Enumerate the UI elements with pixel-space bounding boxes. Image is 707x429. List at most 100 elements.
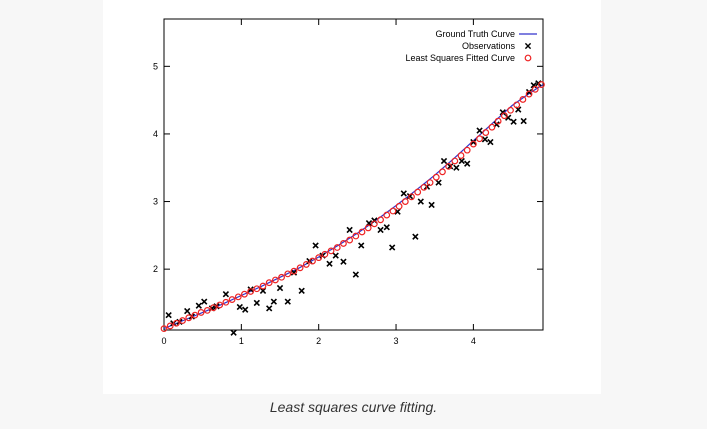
fitted-curve-point (321, 250, 329, 258)
observation-point (505, 114, 512, 121)
plot-area-frame (163, 18, 544, 331)
legend-label: Observations (462, 41, 516, 51)
fitted-curve-point (271, 276, 279, 284)
fitted-curve-point (432, 173, 440, 181)
fitted-curve-point (278, 273, 285, 281)
observation-point (270, 298, 277, 305)
fitted-curve-point (494, 117, 502, 125)
fitted-curve-point (426, 179, 434, 187)
fitted-curve-point (364, 224, 372, 232)
observation-point (222, 291, 230, 298)
observation-point (470, 138, 477, 146)
fitted-curve-point (259, 282, 267, 290)
observation-point (525, 88, 533, 96)
observation-point (487, 138, 494, 146)
observation-point (259, 287, 267, 294)
observation-point (389, 244, 396, 251)
observation-point (195, 302, 202, 309)
fitted-curve-point (457, 152, 465, 159)
fitted-curve-point (228, 296, 236, 303)
fitted-curve-point (377, 216, 384, 224)
fitted-curve-point (488, 123, 496, 131)
series-0 (163, 84, 544, 330)
fitted-curve-point (203, 306, 211, 314)
observation-point (447, 163, 454, 170)
legend-label: Least Squares Fitted Curve (405, 53, 515, 63)
observation-point (510, 118, 517, 125)
fitted-curve-point (370, 220, 378, 228)
fitted-curve-point (531, 85, 539, 93)
observation-point (440, 157, 448, 165)
fitted-curve-point (172, 319, 180, 327)
fitted-curve-point (389, 207, 397, 215)
x-tick-label: 3 (394, 336, 399, 346)
fitted-curve-point (160, 325, 168, 333)
y-tick-label: 2 (153, 264, 158, 274)
observation-point (236, 303, 243, 311)
observation-point (242, 306, 249, 313)
y-tick-label: 5 (153, 61, 158, 71)
x-tick-label: 4 (471, 336, 476, 346)
fitted-curve-point (401, 198, 409, 205)
observation-point (340, 258, 347, 265)
fitted-curve-point (315, 254, 323, 262)
fitted-curve-point (191, 311, 199, 319)
observation-point (312, 242, 319, 249)
fitted-curve-point (500, 112, 508, 120)
y-tick-label: 3 (153, 197, 158, 207)
fitted-curve-point (538, 81, 545, 88)
observation-point (453, 164, 460, 171)
fitted-curve-point (346, 236, 354, 244)
observation-point (298, 287, 305, 294)
legend: Ground Truth Curve Observations Least Squa… (405, 29, 537, 63)
observation-point (230, 329, 237, 336)
fitted-curve-point (439, 168, 446, 176)
x-tick-label: 0 (161, 336, 166, 346)
fitted-curve-point (241, 290, 248, 298)
observation-point (284, 298, 291, 305)
observation-point (383, 224, 390, 231)
fitted-curve-point (525, 90, 533, 98)
fitted-curve-point (185, 314, 193, 322)
fitted-curve-point (290, 267, 298, 275)
fitted-curve-point (358, 228, 366, 236)
observation-point (352, 271, 359, 278)
fitted-curve-point (197, 309, 205, 316)
observation-point (266, 305, 273, 312)
observation-point (377, 226, 384, 234)
observation-point (499, 109, 506, 116)
series-2 (160, 81, 545, 333)
fitted-curve-point (507, 106, 514, 114)
fitted-curve-point (216, 301, 224, 309)
fitted-curve-point (482, 129, 490, 136)
fitted-curve-point (179, 317, 186, 324)
observation-point (326, 260, 333, 267)
observation-point (428, 201, 435, 209)
observation-point (458, 157, 465, 165)
fitted-curve-point (408, 193, 415, 201)
x-tick-label: 1 (239, 336, 244, 346)
fitted-curve-point (352, 232, 360, 240)
observation-point (520, 117, 527, 125)
fitted-curve-point (309, 257, 316, 265)
fitted-curve-point (445, 162, 453, 170)
fitted-curve-point (340, 240, 347, 247)
axis-ticks: 0 1 2 3 4 2 3 4 5 (153, 19, 543, 346)
fitted-curve-point (210, 304, 217, 312)
figure-caption: Least squares curve fitting. (269, 399, 438, 415)
observation-point (417, 198, 424, 205)
fitted-curve-point (265, 279, 273, 287)
observation-point (412, 233, 419, 240)
legend-swatch-circle (524, 54, 532, 62)
observation-point (184, 307, 191, 315)
fitted-curve-point (420, 183, 428, 191)
observation-point (276, 284, 284, 292)
observation-point (464, 160, 471, 167)
observation-point (400, 190, 407, 197)
fitted-curve-point (469, 140, 477, 148)
observation-point (358, 242, 365, 249)
fitted-curve-point (247, 288, 255, 295)
fitted-curve-point (333, 244, 341, 251)
observation-point (165, 311, 172, 319)
observation-point (253, 299, 260, 307)
